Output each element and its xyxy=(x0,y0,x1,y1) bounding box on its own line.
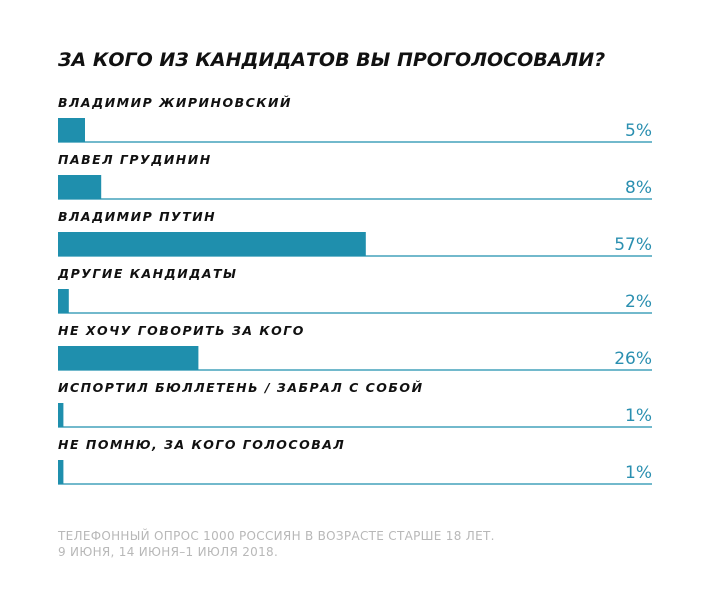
value-label: 8% xyxy=(625,178,652,198)
value-label: 26% xyxy=(614,349,652,369)
category-label: ИСПОРТИЛ БЮЛЛЕТЕНЬ / ЗАБРАЛ С СОБОЙ xyxy=(58,380,424,395)
value-label: 57% xyxy=(614,235,652,255)
category-label: НЕ ПОМНЮ, ЗА КОГО ГОЛОСОВАЛ xyxy=(58,437,345,452)
bar xyxy=(58,175,102,199)
bar xyxy=(58,460,64,484)
value-label: 1% xyxy=(625,463,652,483)
value-label: 2% xyxy=(625,292,652,312)
category-label: НЕ ХОЧУ ГОВОРИТЬ ЗА КОГО xyxy=(58,323,305,338)
bar xyxy=(58,346,199,370)
category-label: ДРУГИЕ КАНДИДАТЫ xyxy=(57,266,237,281)
note: ТЕЛЕФОННЫЙ ОПРОС 1000 РОССИЯН В ВОЗРАСТЕ… xyxy=(57,528,495,543)
value-label: 5% xyxy=(625,121,652,141)
bar xyxy=(58,232,366,256)
category-label: ВЛАДИМИР ЖИРИНОВСКИЙ xyxy=(58,95,292,110)
bar xyxy=(58,403,64,427)
bar xyxy=(58,289,69,313)
note: 9 ИЮНЯ, 14 ИЮНЯ–1 ИЮЛЯ 2018. xyxy=(58,545,278,559)
bar xyxy=(58,118,85,142)
chart-title: ЗА КОГО ИЗ КАНДИДАТОВ ВЫ ПРОГОЛОСОВАЛИ? xyxy=(57,49,605,71)
category-label: ПАВЕЛ ГРУДИНИН xyxy=(58,152,212,167)
value-label: 1% xyxy=(625,406,652,426)
category-label: ВЛАДИМИР ПУТИН xyxy=(58,209,216,224)
